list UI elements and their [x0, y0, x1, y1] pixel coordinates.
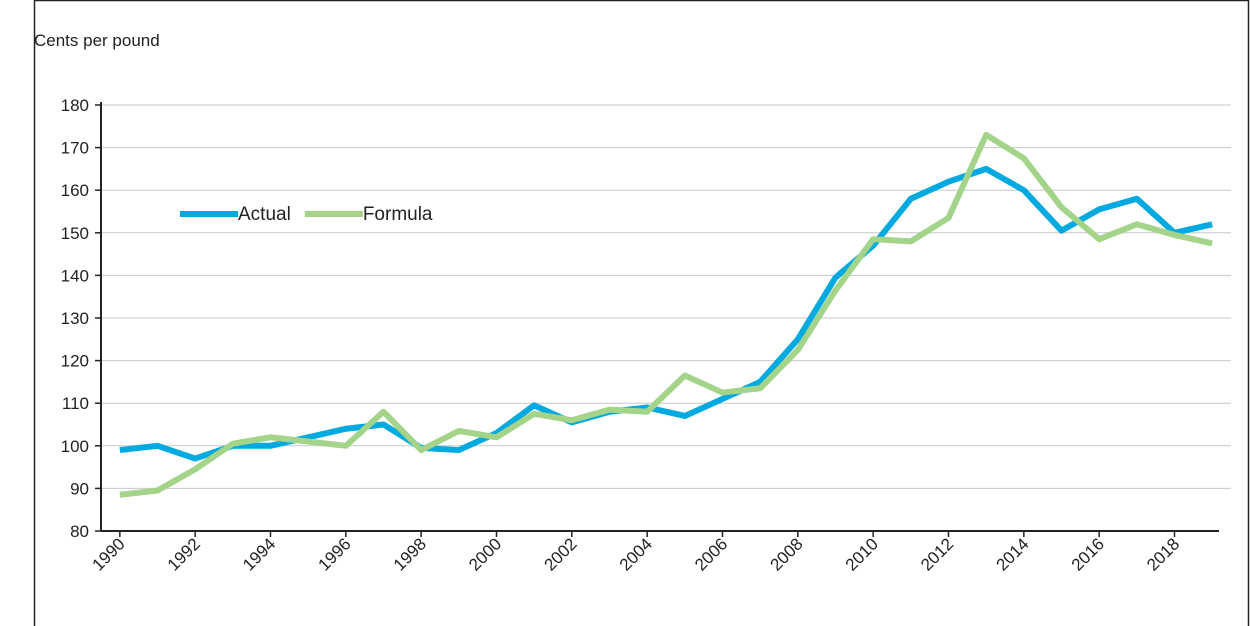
x-tick-label: 2014	[992, 534, 1032, 574]
x-tick-label: 2002	[540, 534, 580, 574]
legend-label: Actual	[238, 204, 291, 225]
y-tick-label: 100	[61, 437, 89, 456]
x-tick-label: 2010	[842, 534, 882, 574]
chart-title: Cents per pound	[34, 31, 160, 50]
x-tick-label: 2018	[1143, 534, 1183, 574]
y-tick-label: 150	[61, 224, 89, 243]
x-tick-label: 2006	[691, 534, 731, 574]
x-tick-label: 1992	[164, 534, 204, 574]
x-tick-label: 2000	[465, 534, 505, 574]
x-tick-label: 1998	[390, 534, 430, 574]
frame	[33, 0, 1250, 626]
x-tick-label: 2016	[1068, 534, 1108, 574]
y-tick-label: 110	[62, 394, 89, 413]
y-tick-label: 80	[70, 522, 89, 541]
data-line	[119, 131, 1213, 498]
x-tick-label: 2004	[616, 534, 656, 574]
y-tick-label: 160	[61, 181, 89, 200]
x-tick-label: 1994	[239, 534, 279, 574]
y-tick-label: 120	[61, 352, 89, 371]
y-tick-label: 170	[61, 139, 89, 158]
legend-label: Formula	[363, 204, 433, 225]
x-tick-label: 1996	[314, 534, 354, 574]
y-tick-label: 180	[61, 96, 89, 115]
x-tick-label: 1990	[88, 534, 128, 574]
x-tick-label: 2012	[917, 534, 957, 574]
y-tick-label: 140	[61, 266, 89, 285]
y-tick-label: 130	[61, 309, 89, 328]
x-tick-label: 2008	[766, 534, 806, 574]
y-tick-label: 90	[70, 479, 89, 498]
